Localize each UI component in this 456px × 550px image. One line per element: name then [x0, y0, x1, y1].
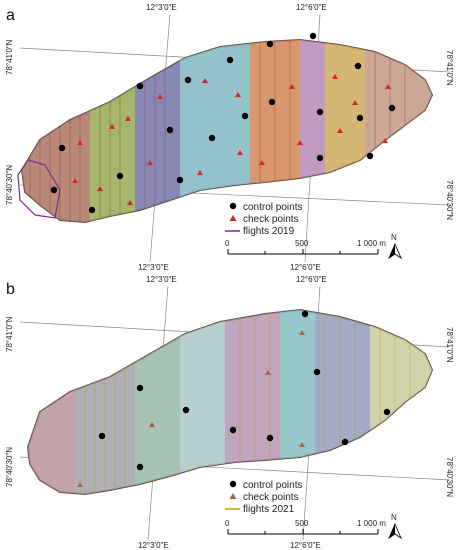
- map-panel-b: b 12°3'0"E 12°6'0"E 12°3'0"E 12°6'0"E 78…: [0, 272, 456, 550]
- check-points-b: [77, 330, 305, 487]
- control-points-b: [98, 310, 391, 471]
- coord-top-2: 12°6'0"E: [296, 275, 327, 284]
- scale-tick-0: 0: [225, 519, 230, 528]
- coord-right-2: 78°40'30"N: [445, 457, 454, 497]
- coord-bottom-2: 12°6'0"E: [290, 541, 321, 550]
- scale-bar-b: 0 500 1 000 m: [225, 519, 386, 535]
- scale-tick-0: 0: [225, 239, 230, 248]
- coord-bottom-1: 12°3'0"E: [138, 263, 169, 272]
- scale-tick-500: 500: [295, 519, 309, 528]
- legend-check-marker: [229, 215, 237, 221]
- flight-blocks: [22, 40, 432, 222]
- svg-text:N: N: [391, 513, 397, 522]
- scale-bar-a: 0 500 1 000 m: [225, 239, 386, 255]
- legend-check-label: check points: [243, 214, 299, 225]
- coord-bottom-1: 12°3'0"E: [138, 541, 169, 550]
- legend-check-label: check points: [243, 492, 299, 503]
- flight-blocks: [28, 310, 432, 494]
- legend-flight-label: flights 2021: [243, 504, 295, 515]
- flight-outline: [17, 159, 61, 219]
- coord-top-2: 12°6'0"E: [296, 3, 327, 12]
- legend-control-label: control points: [243, 480, 302, 491]
- map-panel-a: a 12°3'0"E 12°6'0"E 12°3'0"E 12°6'0"E 78…: [0, 0, 456, 272]
- legend-control-marker: [229, 202, 237, 210]
- legend-control-marker: [229, 480, 237, 488]
- scale-tick-1000: 1 000 m: [357, 519, 386, 528]
- coord-top-1: 12°3'0"E: [146, 275, 177, 284]
- legend-a: control points check points flights 2019: [225, 202, 302, 237]
- coord-right-2: 78°40'30"N: [445, 180, 454, 220]
- coord-left-1: 78°41'0"N: [5, 316, 14, 352]
- legend-b: control points check points flights 2021: [225, 480, 302, 515]
- map-a-canvas: a 12°3'0"E 12°6'0"E 12°3'0"E 12°6'0"E 78…: [5, 3, 454, 272]
- coord-left-1: 78°41'0"N: [5, 39, 14, 75]
- coord-top-1: 12°3'0"E: [146, 3, 177, 12]
- coord-right-1: 78°41'0"N: [445, 327, 454, 363]
- coord-left-2: 78°40'30"N: [5, 165, 14, 205]
- coord-right-1: 78°41'0"N: [445, 50, 454, 86]
- coord-left-2: 78°40'30"N: [5, 447, 14, 487]
- north-arrow-icon: N: [388, 513, 402, 540]
- scale-tick-500: 500: [295, 239, 309, 248]
- control-points-a: [50, 32, 396, 214]
- scale-tick-1000: 1 000 m: [357, 239, 386, 248]
- legend-flight-label: flights 2019: [243, 226, 295, 237]
- legend-check-marker: [229, 493, 237, 499]
- map-b-canvas: b 12°3'0"E 12°6'0"E 12°3'0"E 12°6'0"E 78…: [5, 275, 454, 550]
- coord-bottom-2: 12°6'0"E: [290, 263, 321, 272]
- panel-letter-b: b: [6, 281, 15, 298]
- legend-control-label: control points: [243, 202, 302, 213]
- north-arrow-icon: N: [388, 233, 402, 260]
- check-points-a: [72, 74, 391, 205]
- panel-letter-a: a: [6, 7, 15, 24]
- svg-text:N: N: [391, 233, 397, 242]
